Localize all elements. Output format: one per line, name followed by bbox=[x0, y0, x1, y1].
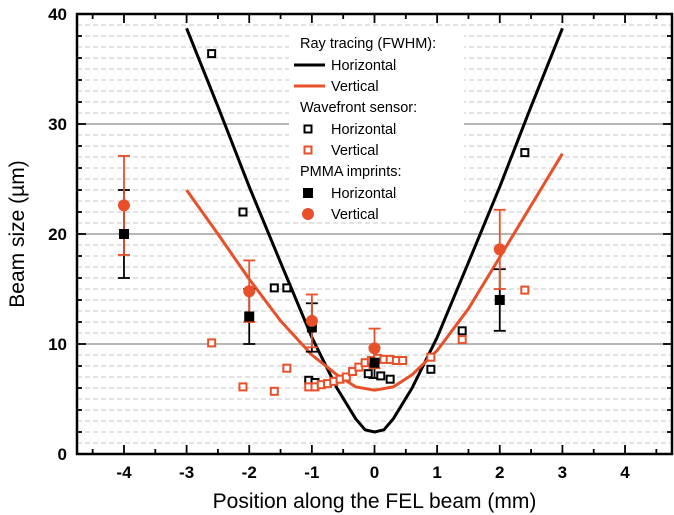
pm_v-point bbox=[117, 199, 130, 212]
wf_h-point bbox=[363, 369, 373, 379]
legend-heading: Ray tracing (FWHM): bbox=[300, 36, 436, 52]
y-tick-label: 20 bbox=[48, 225, 67, 244]
y-axis-title: Beam size (µm) bbox=[6, 160, 29, 307]
wf_h-point bbox=[269, 283, 279, 293]
y-tick-label: 0 bbox=[58, 445, 67, 464]
x-tick-label: 1 bbox=[432, 463, 441, 482]
legend-entry-label: Vertical bbox=[331, 79, 379, 95]
x-axis-title: Position along the FEL beam (mm) bbox=[213, 490, 537, 513]
legend-entry-label: Vertical bbox=[331, 143, 379, 159]
pm_h-point bbox=[494, 295, 505, 305]
pm_h-point bbox=[306, 322, 317, 333]
wf_v-point bbox=[398, 356, 408, 365]
wf_h-point bbox=[207, 49, 217, 59]
x-tick-label: 0 bbox=[370, 463, 379, 482]
legend-heading: Wavefront sensor: bbox=[300, 100, 417, 116]
x-tick-label: 2 bbox=[495, 463, 504, 482]
legend-swatch bbox=[303, 188, 313, 198]
data-markers bbox=[117, 49, 530, 396]
wf_v-point bbox=[207, 338, 217, 348]
legend: Ray tracing (FWHM): Horizontal Vertical Wav… bbox=[289, 28, 464, 223]
y-tick-label: 10 bbox=[48, 335, 67, 354]
x-tick-label: 4 bbox=[620, 463, 630, 482]
wf_h-point bbox=[376, 371, 386, 381]
wf_h-point bbox=[426, 364, 436, 374]
wf_h-point bbox=[238, 207, 248, 217]
x-tick-label: -1 bbox=[304, 463, 319, 482]
legend-box bbox=[289, 28, 464, 217]
pm_v-point bbox=[368, 342, 381, 355]
rt_v-line bbox=[185, 152, 564, 392]
pm_v-point bbox=[493, 243, 506, 256]
wf_h-point bbox=[282, 283, 292, 293]
ray-tracing-lines bbox=[185, 27, 564, 434]
legend-entry-label: Horizontal bbox=[331, 122, 396, 138]
legend-swatch bbox=[302, 208, 314, 220]
wf_h-point bbox=[457, 326, 467, 336]
y-tick-label: 40 bbox=[48, 5, 67, 24]
rt_h-line bbox=[185, 27, 564, 434]
y-tick-label: 30 bbox=[48, 115, 67, 134]
pm_h-point bbox=[369, 357, 380, 368]
x-tick-label: -2 bbox=[242, 463, 257, 482]
pm_h-point bbox=[244, 311, 255, 322]
wf_v-point bbox=[269, 386, 279, 396]
wf_v-point bbox=[282, 363, 292, 373]
legend-heading: PMMA imprints: bbox=[300, 164, 402, 180]
pm_v-point bbox=[243, 285, 256, 298]
x-tick-label: -4 bbox=[116, 463, 132, 482]
wf_v-point bbox=[457, 335, 467, 345]
pm_v-point bbox=[305, 314, 318, 327]
wf_v-point bbox=[520, 285, 530, 295]
wf_h-point bbox=[520, 148, 530, 158]
wf_v-point bbox=[341, 372, 351, 382]
legend-swatch bbox=[303, 124, 313, 134]
legend-entry-label: Horizontal bbox=[331, 186, 396, 202]
wf_h-point bbox=[385, 374, 395, 384]
wf_v-point bbox=[426, 352, 436, 362]
x-tick-label: -3 bbox=[179, 463, 194, 482]
pm_h-point bbox=[118, 229, 129, 239]
legend-entry-label: Vertical bbox=[331, 207, 379, 223]
wf_v-point bbox=[238, 382, 248, 392]
x-tick-label: 3 bbox=[558, 463, 567, 482]
legend-entry-label: Horizontal bbox=[331, 58, 396, 74]
legend-swatch bbox=[303, 145, 313, 155]
